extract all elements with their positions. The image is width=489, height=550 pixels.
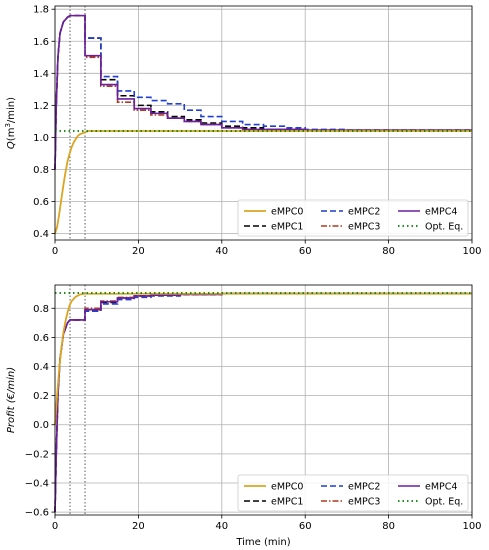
y-tick-label: 0.8 [33,165,49,176]
x-tick-label: 20 [132,521,145,532]
x-ticks-top: 0 20 40 60 80 100 [52,240,482,257]
legend-entry-label: eMPC4 [425,482,457,493]
legend-entry-label: Opt. Eq. [425,222,463,233]
axes-frame-bottom [54,284,473,516]
legend-box [237,474,469,512]
y-tick-label: 0.0 [33,420,49,431]
x-tick-label: 100 [462,521,481,532]
x-tick-label: 0 [52,246,58,257]
x-tick-label: 20 [132,246,145,257]
profit-chart: 0 20 40 60 80 100 −0.6 −0.4 −0.2 0.0 0.2 0.4 0.6 0.8… [6,284,482,548]
y-tick-label: 0.8 [33,304,49,315]
y-tick-label: 0.6 [33,197,49,208]
axes-frame-top [54,5,473,241]
y-tick-label: 1.2 [33,101,49,112]
y-tick-label: −0.4 [25,478,49,489]
x-tick-label: 60 [299,246,312,257]
y-tick-label: −0.2 [25,449,49,460]
legend-bottom: eMPC0 eMPC1 eMPC2 eMPC3 eMPC4 Opt. Eq. [237,474,469,512]
legend-top: eMPC0 eMPC1 eMPC2 eMPC3 eMPC4 Opt. Eq. [237,199,469,237]
series-line-empc0 [54,292,472,425]
y-tick-label: 1.4 [33,69,49,80]
legend-box [237,199,469,237]
y-tick-label: 1.8 [33,5,49,16]
y-tick-label: 0.6 [33,333,49,344]
y-axis-label-bottom: Profit (€/min) [6,367,17,433]
y-tick-label: 0.2 [33,391,49,402]
legend-entry-label: eMPC3 [348,497,380,508]
y-tick-label: 0.4 [33,229,49,240]
y-ticks-top: 0.4 0.6 0.8 1.0 1.2 1.4 1.6 1.8 [33,5,55,240]
x-tick-label: 80 [382,521,395,532]
y-label-unit-post: /min) [6,97,17,123]
y-tick-label: 1.6 [33,37,49,48]
series-group-bottom [54,292,472,513]
y-tick-label: 1.0 [33,133,49,144]
legend-entry-label: eMPC4 [425,207,457,218]
legend-entry-label: eMPC0 [271,482,303,493]
x-ticks-bottom: 0 20 40 60 80 100 [52,515,482,532]
y-tick-label: 0.4 [33,362,49,373]
x-tick-label: 100 [462,246,481,257]
legend-entry-label: eMPC0 [271,207,303,218]
y-label-main: Q [6,141,17,149]
series-line-empc0 [54,130,472,234]
legend-entry-label: eMPC1 [271,497,303,508]
legend-entry-label: eMPC2 [348,482,380,493]
x-tick-label: 40 [215,246,228,257]
x-tick-label: 0 [52,521,58,532]
y-axis-label-top: Q(m3/min) [4,97,17,149]
legend-entry-label: eMPC3 [348,222,380,233]
x-tick-label: 40 [215,521,228,532]
x-tick-label: 60 [299,521,312,532]
y-ticks-bottom: −0.6 −0.4 −0.2 0.0 0.2 0.4 0.6 0.8 [25,304,55,519]
x-tick-label: 80 [382,246,395,257]
legend-entry-label: eMPC2 [348,207,380,218]
y-label-unit-pre: (m [6,128,17,142]
series-line-empc4 [54,14,472,170]
series-group-top [54,14,472,234]
y-label-unit-sup: 3 [4,123,12,127]
flow-rate-chart: 0 20 40 60 80 100 0.4 0.6 0.8 1.0 1.2 1.4 1.6 1.8 Q(… [4,5,482,257]
x-axis-label-bottom: Time (min) [235,537,290,548]
legend-entry-label: eMPC1 [271,222,303,233]
y-tick-label: −0.6 [25,508,49,519]
legend-entry-label: Opt. Eq. [425,497,463,508]
